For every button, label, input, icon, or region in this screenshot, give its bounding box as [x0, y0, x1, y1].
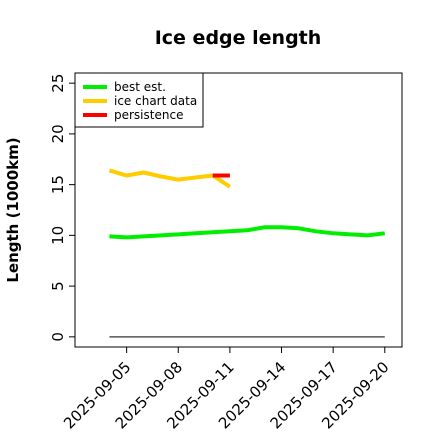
legend-label-0: best est.: [114, 80, 166, 94]
y-tick-label-10: 10: [49, 226, 67, 245]
legend-label-1: ice chart data: [114, 94, 197, 108]
y-tick-label-20: 20: [49, 124, 67, 143]
y-axis-label: Length (1000km): [4, 137, 22, 282]
legend-label-2: persistence: [114, 108, 183, 122]
y-tick-label-0: 0: [49, 332, 67, 342]
y-tick-label-25: 25: [49, 74, 67, 93]
y-tick-label-15: 15: [49, 175, 67, 194]
y-tick-label-5: 5: [49, 281, 67, 291]
series-line-0: [109, 225, 386, 240]
chart-title: Ice edge length: [155, 27, 322, 49]
series-line-1: [108, 168, 231, 189]
plot-frame: [74, 72, 403, 348]
plot-area: [108, 168, 386, 338]
